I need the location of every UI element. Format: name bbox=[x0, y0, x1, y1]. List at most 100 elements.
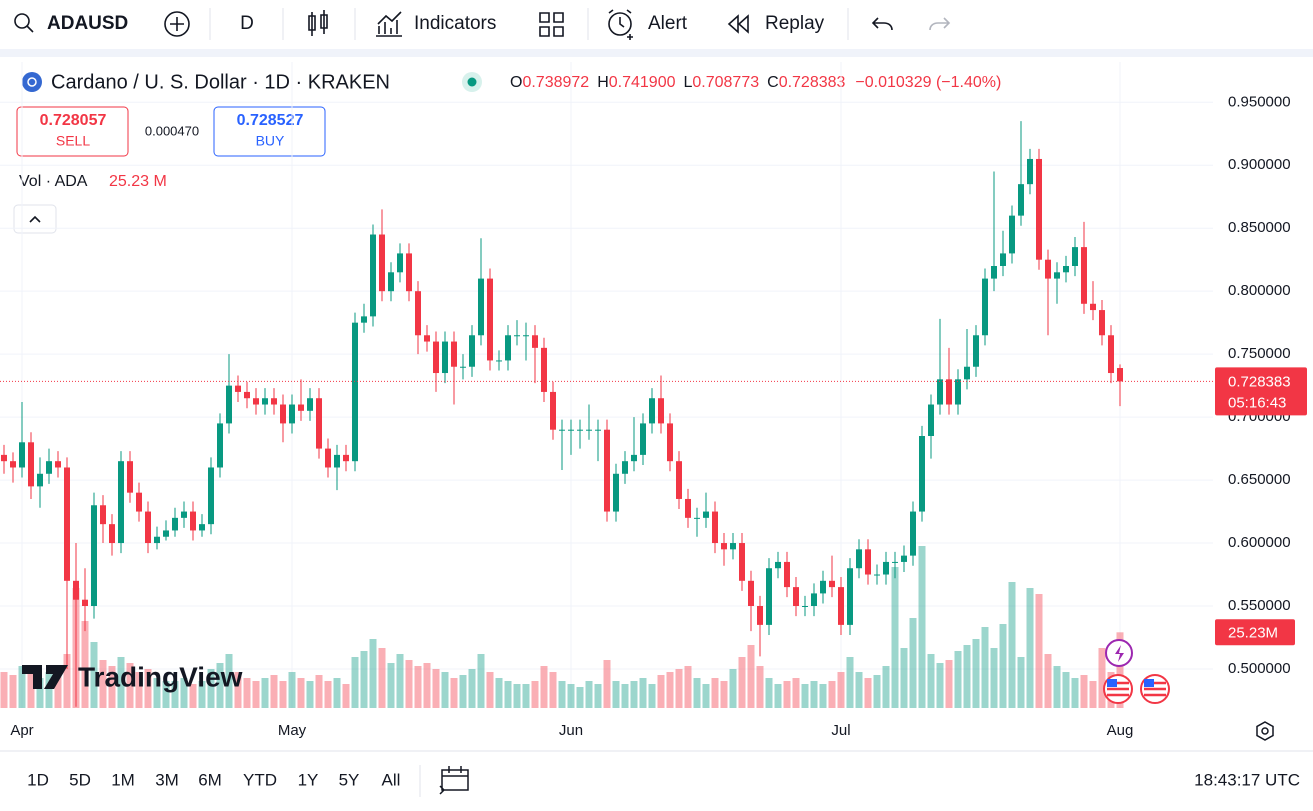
indicators-button[interactable]: Indicators bbox=[414, 13, 496, 34]
buy-button[interactable] bbox=[213, 106, 326, 157]
undo-icon[interactable] bbox=[871, 17, 893, 31]
x-tick-label: May bbox=[278, 722, 307, 739]
candle-icon[interactable] bbox=[308, 10, 328, 36]
volume-bar bbox=[1053, 666, 1061, 708]
range-button[interactable]: 1D bbox=[27, 770, 49, 789]
volume-bar bbox=[954, 651, 962, 708]
range-button[interactable]: YTD bbox=[243, 770, 277, 789]
candle-body bbox=[55, 461, 61, 468]
alert-icon[interactable] bbox=[608, 12, 632, 36]
candle-body bbox=[793, 587, 799, 606]
candle-body bbox=[82, 599, 88, 606]
range-button[interactable]: 5D bbox=[69, 770, 91, 789]
volume-bar bbox=[909, 618, 917, 708]
countdown: 05:16:43 bbox=[1228, 394, 1286, 411]
candle-body bbox=[145, 511, 151, 544]
candle-body bbox=[325, 448, 331, 468]
candle-body bbox=[586, 429, 592, 431]
volume-bar bbox=[1098, 648, 1106, 708]
volume-bar bbox=[837, 672, 845, 708]
volume-bar bbox=[360, 651, 368, 708]
candle-body bbox=[919, 436, 925, 512]
candle-body bbox=[433, 341, 439, 374]
volume-legend: Vol · ADA bbox=[19, 173, 88, 190]
settings-icon[interactable] bbox=[1256, 721, 1274, 741]
volume-bar bbox=[738, 657, 746, 708]
flag-icon bbox=[1107, 679, 1117, 687]
replay-button[interactable]: Replay bbox=[765, 13, 825, 34]
candle-body bbox=[478, 278, 484, 336]
price-tag bbox=[1215, 367, 1307, 416]
y-tick-label: 0.850000 bbox=[1228, 219, 1291, 236]
range-button[interactable]: All bbox=[382, 770, 401, 789]
add-icon[interactable] bbox=[164, 11, 190, 37]
range-button[interactable]: 1M bbox=[111, 770, 135, 789]
range-button[interactable]: 3M bbox=[155, 770, 179, 789]
candle-body bbox=[685, 498, 691, 518]
candle-body bbox=[379, 234, 385, 292]
volume-bar bbox=[468, 669, 476, 708]
layout-icon[interactable] bbox=[539, 12, 564, 37]
candle-body bbox=[847, 568, 853, 625]
range-button[interactable]: 5Y bbox=[339, 770, 360, 789]
date-range-icon[interactable] bbox=[439, 766, 469, 795]
y-tick-label: 0.600000 bbox=[1228, 534, 1291, 551]
volume-bar bbox=[450, 678, 458, 708]
candle-body bbox=[1, 454, 7, 462]
candle-body bbox=[937, 379, 943, 405]
range-button[interactable]: 6M bbox=[198, 770, 222, 789]
candle-body bbox=[424, 335, 430, 342]
volume-bar bbox=[180, 678, 188, 708]
symbol[interactable]: ADAUSD bbox=[47, 13, 128, 34]
spread: 0.000470 bbox=[145, 123, 199, 138]
volume-bar bbox=[621, 684, 629, 708]
volume-bar bbox=[189, 684, 197, 708]
candle-body bbox=[91, 505, 97, 606]
volume-bar bbox=[153, 678, 161, 708]
interval[interactable]: D bbox=[240, 13, 254, 34]
volume-bar bbox=[126, 663, 134, 708]
volume-bar bbox=[945, 660, 953, 708]
candle-body bbox=[1081, 247, 1087, 304]
legend: Cardano / U. S. Dollar · 1D · KRAKEN O0.… bbox=[13, 71, 1001, 234]
volume-bar bbox=[36, 678, 44, 708]
candle-body bbox=[892, 561, 898, 563]
candle-body bbox=[1036, 158, 1042, 260]
candle-body bbox=[451, 341, 457, 367]
candle-body bbox=[190, 511, 196, 531]
watermark: TradingView bbox=[22, 661, 243, 692]
candle-body bbox=[874, 574, 880, 576]
settings-icon bbox=[1261, 727, 1269, 735]
sell-button[interactable] bbox=[16, 106, 129, 157]
volume-bar bbox=[333, 678, 341, 708]
alert-button[interactable]: Alert bbox=[648, 13, 688, 34]
volume-bar bbox=[18, 666, 26, 708]
volume-bar bbox=[585, 681, 593, 708]
volume-bar bbox=[864, 678, 872, 708]
range-button[interactable]: 1Y bbox=[298, 770, 319, 789]
candle-body bbox=[10, 461, 16, 468]
candle-body bbox=[1009, 215, 1015, 254]
candle-body bbox=[1117, 368, 1123, 382]
candle-body bbox=[649, 398, 655, 424]
ohlc-value: 0.741900 bbox=[609, 74, 676, 91]
volume-bar bbox=[171, 681, 179, 708]
volume-bar bbox=[711, 678, 719, 708]
collapse-button[interactable] bbox=[13, 204, 57, 234]
search-icon[interactable] bbox=[14, 13, 30, 29]
y-tick-label: 0.650000 bbox=[1228, 471, 1291, 488]
candle-body bbox=[109, 524, 115, 544]
candle-body bbox=[1000, 253, 1006, 266]
volume-bar bbox=[306, 681, 314, 708]
candle-body bbox=[910, 511, 916, 556]
buy-price: 0.728527 bbox=[237, 112, 304, 129]
candle-body bbox=[748, 580, 754, 606]
volume-bar bbox=[117, 657, 125, 708]
replay-icon[interactable] bbox=[727, 14, 749, 34]
volume-bar bbox=[279, 681, 287, 708]
redo-icon[interactable] bbox=[929, 17, 951, 31]
volume-tag-value: 25.23M bbox=[1228, 624, 1278, 641]
candle-body bbox=[100, 505, 106, 525]
indicators-icon[interactable] bbox=[376, 11, 402, 37]
y-tick-label: 0.550000 bbox=[1228, 597, 1291, 614]
